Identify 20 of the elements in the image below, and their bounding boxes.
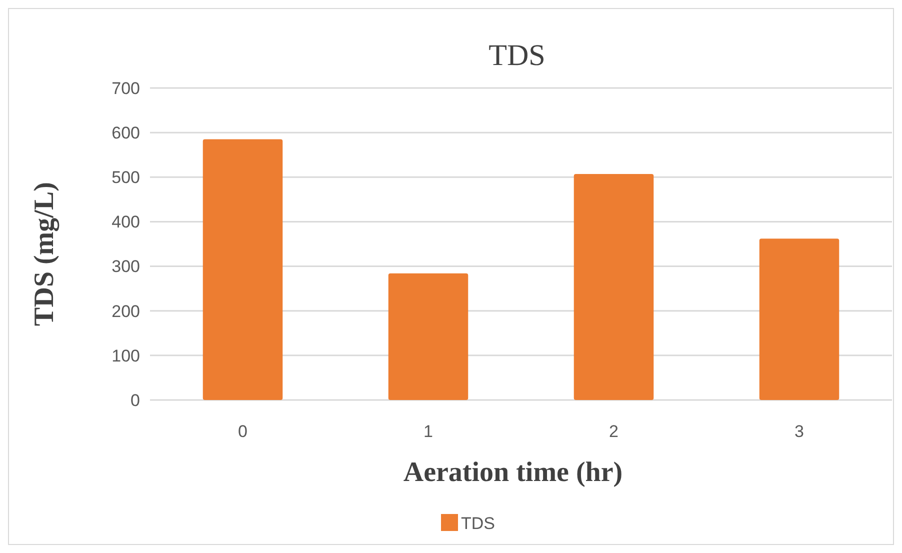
bar (388, 273, 468, 400)
legend-label: TDS (461, 514, 495, 533)
y-tick-label: 600 (112, 124, 140, 143)
y-tick-label: 500 (112, 168, 140, 188)
x-tick-label: 2 (609, 422, 618, 441)
x-tick-label: 0 (238, 422, 248, 441)
y-tick-label: 700 (112, 78, 140, 98)
bar (202, 139, 283, 400)
y-tick-label: 400 (112, 212, 140, 232)
y-tick-label: 300 (112, 257, 140, 276)
chart-title: TDS (488, 39, 546, 72)
y-tick-label: 100 (112, 346, 140, 366)
x-tick-label: 3 (794, 422, 804, 441)
y-axis-title: TDS (mg/L) (29, 182, 60, 326)
x-tick-label: 1 (424, 422, 433, 441)
x-axis-title: Aeration time (hr) (403, 457, 623, 488)
y-tick-label: 0 (130, 390, 140, 410)
bar (759, 238, 840, 400)
bar (574, 174, 654, 400)
y-tick-label: 200 (112, 302, 140, 321)
